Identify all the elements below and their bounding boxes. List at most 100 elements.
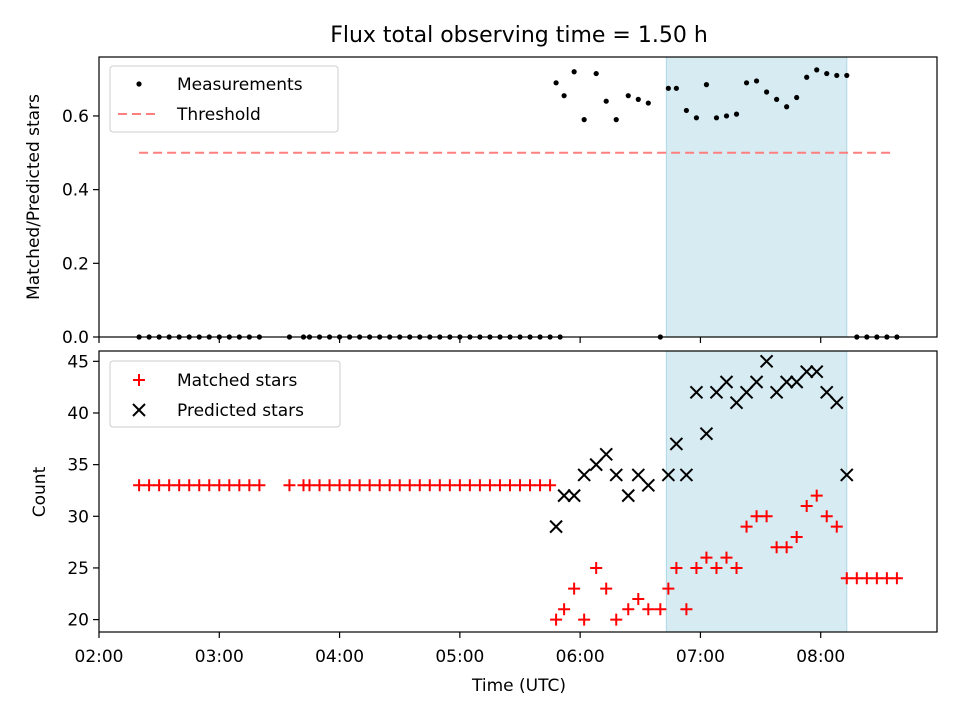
matched-star-point xyxy=(353,479,366,492)
legend-predicted-marker xyxy=(132,403,146,417)
measurement-point xyxy=(603,98,609,104)
matched-star-point xyxy=(323,479,336,492)
matched-star-point xyxy=(770,541,783,554)
matched-star-point xyxy=(740,520,753,533)
matched-star-point xyxy=(568,582,581,595)
bottom-plot-frame xyxy=(98,350,938,633)
matched-star-point xyxy=(333,479,346,492)
bottom-y-axis-label: Count xyxy=(30,466,50,517)
measurement-point xyxy=(814,67,820,73)
matched-star-point xyxy=(283,479,296,492)
bottom-y-tick-label: 35 xyxy=(67,456,89,476)
bottom-panel: 20 25 30 35 40 45 02:00 03:00 04:00 05:00 06:00 07… xyxy=(30,350,938,696)
matched-star-point xyxy=(632,592,645,605)
chart-title: Flux total observing time = 1.50 h xyxy=(330,23,708,48)
top-y-tick-label: 0.0 xyxy=(62,328,89,348)
measurement-point xyxy=(784,104,790,110)
matched-star-point xyxy=(433,479,446,492)
matched-star-point xyxy=(642,603,655,616)
matched-star-point xyxy=(654,603,667,616)
matched-star-point xyxy=(403,479,416,492)
matched-star-point xyxy=(870,572,883,585)
matched-star-point xyxy=(503,479,516,492)
predicted-star-point xyxy=(567,488,581,503)
x-tick-label: 06:00 xyxy=(556,647,605,667)
measurement-point xyxy=(645,100,651,106)
measurement-point xyxy=(713,115,720,121)
matched-star-point xyxy=(690,561,703,574)
measurement-point xyxy=(581,117,587,123)
bottom-y-tick-label: 25 xyxy=(67,559,89,579)
measurement-point xyxy=(794,94,800,101)
matched-star-point xyxy=(133,479,146,492)
measurement-point xyxy=(693,115,700,121)
matched-star-point xyxy=(544,479,557,492)
matched-star-point xyxy=(760,510,773,523)
predicted-star-point xyxy=(609,468,623,482)
top-y-tick-label: 0.6 xyxy=(62,107,89,127)
top-legend-box xyxy=(109,65,339,133)
matched-star-point xyxy=(473,479,486,492)
matched-star-point xyxy=(600,582,613,595)
matched-star-point xyxy=(820,510,833,523)
matched-star-point xyxy=(493,479,506,492)
measurement-point xyxy=(804,74,810,80)
matched-star-point xyxy=(193,479,206,492)
matched-star-point xyxy=(622,603,635,616)
matched-star-point xyxy=(393,479,406,492)
matched-star-point xyxy=(730,561,743,574)
top-y-axis-label: Matched/Predicted stars xyxy=(24,94,44,300)
legend-matched-label: Matched stars xyxy=(177,371,297,391)
measurement-point xyxy=(733,111,740,117)
matched-star-point xyxy=(163,479,176,492)
matched-star-point xyxy=(363,479,376,492)
matched-star-point xyxy=(203,479,216,492)
matched-star-point xyxy=(810,489,823,502)
matched-star-point xyxy=(524,479,537,492)
predicted-star-point xyxy=(840,468,854,482)
matched-star-point xyxy=(558,603,571,616)
matched-star-point xyxy=(700,551,713,564)
predicted-star-point xyxy=(810,364,824,379)
measurement-point xyxy=(665,85,671,91)
matched-star-point xyxy=(223,479,236,492)
matched-star-point xyxy=(534,479,547,492)
predicted-star-point xyxy=(709,385,724,400)
matched-star-point xyxy=(578,613,591,626)
matched-star-point xyxy=(880,572,893,585)
predicted-star-point xyxy=(631,468,645,482)
predicted-star-point xyxy=(549,519,563,534)
matched-star-point xyxy=(662,582,675,595)
bottom-y-tick-label: 45 xyxy=(67,352,89,372)
predicted-star-point xyxy=(830,395,844,410)
bottom-y-tick-label: 20 xyxy=(67,611,89,631)
bottom-legend: Matched stars Predicted stars xyxy=(109,360,341,428)
measurement-point xyxy=(673,85,679,91)
top-plot-frame xyxy=(98,56,938,338)
predicted-star-point xyxy=(739,385,754,400)
matched-star-point xyxy=(550,613,563,626)
matched-star-point xyxy=(443,479,456,492)
matched-star-point xyxy=(830,520,843,533)
predicted-star-point xyxy=(557,488,571,503)
matched-star-point xyxy=(463,479,476,492)
predicted-star-point xyxy=(699,426,714,441)
measurement-point xyxy=(593,70,599,77)
predicted-star-point xyxy=(621,488,635,503)
matched-star-point xyxy=(610,613,623,626)
measurement-point xyxy=(844,72,850,79)
matched-star-point xyxy=(453,479,466,492)
matched-star-point xyxy=(173,479,186,492)
predicted-star-point xyxy=(769,385,784,400)
top-y-tick-label: 0.4 xyxy=(62,181,89,201)
predicted-star-point xyxy=(577,468,591,482)
matched-star-point xyxy=(313,479,326,492)
matched-star-point xyxy=(750,510,763,523)
predicted-star-point xyxy=(641,478,656,493)
measurement-point xyxy=(723,113,730,119)
top-panel: 0.0 0.2 0.4 0.6 Matched/Predicted stars Mea… xyxy=(24,56,938,348)
measurement-point xyxy=(753,78,760,84)
matched-star-point xyxy=(423,479,436,492)
matched-star-point xyxy=(860,572,873,585)
